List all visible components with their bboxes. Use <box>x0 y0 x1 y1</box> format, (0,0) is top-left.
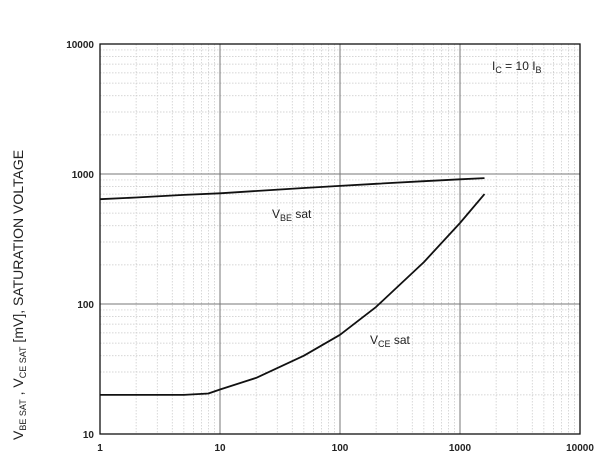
x-tick-label: 10000 <box>566 443 594 454</box>
grid <box>100 44 580 434</box>
y-axis-label: VBE SAT , VCE SAT [mV], SATURATION VOLTA… <box>10 150 28 440</box>
vce-sat-line <box>100 193 486 396</box>
x-tick-label: 1000 <box>449 443 472 454</box>
condition-annotation: IC = 10 IB <box>492 59 542 75</box>
vbe-sat-line <box>99 177 485 201</box>
vbe-sat-curve-label: VBE sat <box>272 207 312 223</box>
plot-frame <box>99 43 581 435</box>
x-tick-label: 100 <box>332 443 349 454</box>
y-tick-label: 10 <box>83 430 95 441</box>
series-layer <box>99 177 486 396</box>
x-tick-labels: 1 10 100 1000 10000 <box>97 443 594 454</box>
y-tick-label: 10000 <box>66 40 94 51</box>
y-tick-label: 100 <box>77 300 94 311</box>
y-tick-label: 1000 <box>72 170 95 181</box>
x-tick-label: 1 <box>97 443 103 454</box>
vce-sat-curve-label: VCE sat <box>370 333 411 349</box>
x-tick-label: 10 <box>214 443 226 454</box>
y-tick-labels: 10 100 1000 10000 <box>66 40 94 441</box>
